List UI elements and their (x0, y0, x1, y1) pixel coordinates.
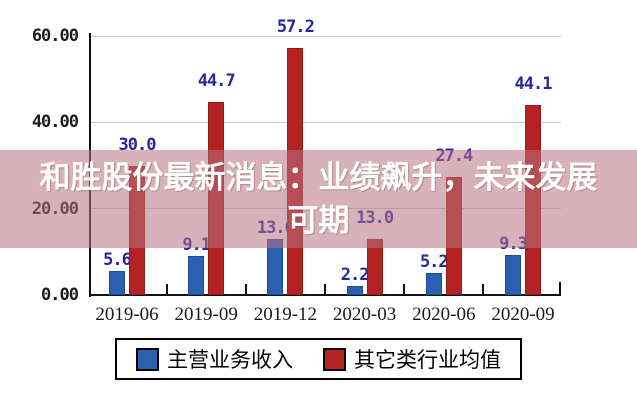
x-axis-tick (482, 284, 485, 295)
value-label-industry-average-2019-09: 44.7 (197, 71, 236, 92)
legend-label-industry-average: 其它类行业均值 (354, 349, 501, 372)
value-label-industry-average-2020-09: 44.1 (514, 73, 553, 94)
y-axis-tick-label: 60.00 (31, 26, 79, 46)
bar-revenue-2020-03 (346, 285, 363, 295)
x-axis-category-label: 2020-03 (332, 304, 397, 325)
legend-swatch-blue (136, 347, 159, 371)
x-axis-tick (324, 284, 326, 295)
headline-line1: 和胜股份最新消息：业绩飙升，未来发展 (39, 160, 598, 195)
chart-legend: 主营业务收入 其它类行业均值 (115, 338, 522, 380)
x-axis-end-tick (559, 282, 561, 295)
value-label-revenue-2020-03: 2.2 (340, 264, 370, 285)
bar-revenue-2020-06 (425, 272, 442, 295)
y-axis-tick-label: 0.00 (41, 285, 79, 305)
bar-revenue-2020-09 (505, 254, 521, 295)
headline-banner: 和胜股份最新消息：业绩飙升，未来发展 可期 (0, 150, 637, 248)
x-axis-category-label: 2020-09 (491, 304, 555, 325)
bar-revenue-2019-09 (188, 255, 205, 295)
legend-swatch-red (323, 347, 346, 371)
legend-label-revenue: 主营业务收入 (167, 349, 293, 372)
x-axis-line (89, 294, 561, 296)
gridline-40 (91, 121, 561, 123)
value-label-revenue-2020-06: 5.2 (419, 251, 449, 272)
y-axis-tick-label: 40.00 (31, 112, 79, 133)
x-axis-category-label: 2019-06 (95, 304, 159, 325)
x-axis-tick (244, 284, 247, 295)
value-label-industry-average-2019-12: 57.2 (276, 17, 315, 38)
x-axis-tick (165, 284, 168, 295)
x-axis-tick (403, 284, 406, 295)
legend-item-industry-average: 其它类行业均值 (323, 344, 501, 374)
x-axis-category-label: 2019-12 (253, 304, 318, 325)
bar-revenue-2019-06 (109, 270, 125, 295)
value-label-industry-average-2019-06: 30.0 (118, 134, 157, 155)
headline-line2: 可期 (287, 203, 350, 238)
x-axis-category-label: 2019-09 (174, 304, 238, 325)
legend-item-revenue: 主营业务收入 (136, 344, 293, 374)
x-axis-category-label: 2020-06 (412, 304, 476, 325)
gridline-60 (91, 35, 561, 37)
value-label-revenue-2019-06: 5.6 (103, 249, 132, 270)
